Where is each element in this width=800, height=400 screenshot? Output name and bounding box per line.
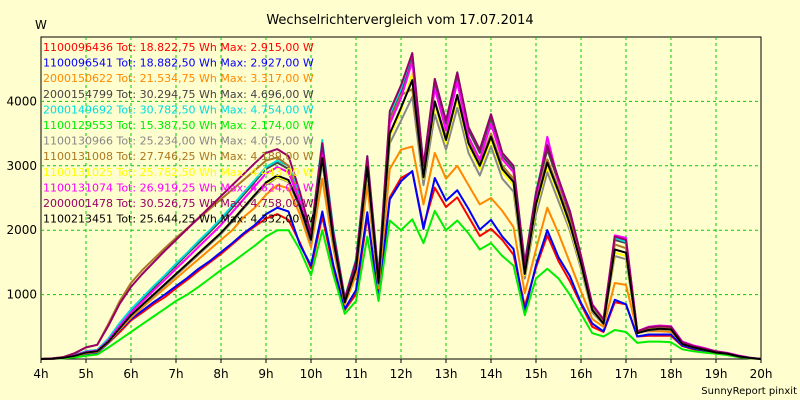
legend-entry-1100130966: 1100130966 Tot: 25.234,00 Wh Max: 4.075,… <box>43 135 314 148</box>
x-tick-label: 12h <box>390 367 413 381</box>
axes: 4h 5h 6h 7h 8h 9h 10h 11h 12h 13h 14h 15h 16h 17h 18h 1… <box>6 94 772 381</box>
x-tick-label: 19h <box>705 367 728 381</box>
series-group <box>40 52 762 360</box>
x-tick-label: 9h <box>258 367 273 381</box>
y-axis-unit: W <box>35 18 47 32</box>
legend: 1100096436 Tot: 18.822,75 Wh Max: 2.915,… <box>43 41 314 226</box>
y-tick-label: 4000 <box>6 94 37 108</box>
x-tick-label: 7h <box>168 367 183 381</box>
legend-entry-2000149692: 2000149692 Tot: 30.782,50 Wh Max: 4.754,… <box>43 103 314 116</box>
series-line-2000001478 <box>40 52 762 360</box>
y-tick-label: 2000 <box>6 223 37 237</box>
series-line-1100129553 <box>40 209 762 360</box>
x-tick-label: 16h <box>570 367 593 381</box>
chart-title: Wechselrichtervergleich vom 17.07.2014 <box>266 13 533 28</box>
series-line-1100213451 <box>40 79 762 360</box>
x-tick-label: 8h <box>213 367 228 381</box>
x-tick-label: 10h <box>300 367 323 381</box>
x-tick-label: 17h <box>615 367 638 381</box>
legend-entry-1100131025: 1100131025 Tot: 25.782,50 Wh Max: 4.443,… <box>43 166 314 179</box>
plot-area: 4h 5h 6h 7h 8h 9h 10h 11h 12h 13h 14h 15h 16h 17h 18h 1… <box>6 36 772 381</box>
y-tick-label: 3000 <box>6 159 37 173</box>
legend-entry-2000001478: 2000001478 Tot: 30.526,75 Wh Max: 4.758,… <box>43 197 314 210</box>
footer-label: SunnyReport pinxit <box>701 386 797 397</box>
legend-entry-1100096436: 1100096436 Tot: 18.822,75 Wh Max: 2.915,… <box>43 41 314 54</box>
series-line-1100096541 <box>40 170 762 360</box>
legend-entry-1100131074: 1100131074 Tot: 26.919,25 Wh Max: 4.624,… <box>43 181 314 194</box>
x-tick-label: 5h <box>78 367 93 381</box>
x-tick-label: 15h <box>525 367 548 381</box>
x-tick-label: 14h <box>480 367 503 381</box>
x-tick-label: 20h <box>750 367 773 381</box>
legend-entry-1100213451: 1100213451 Tot: 25.644,25 Wh Max: 4.332,… <box>43 213 314 226</box>
x-tick-label: 4h <box>33 367 48 381</box>
legend-entry-1100131008: 1100131008 Tot: 27.746,25 Wh Max: 4.189,… <box>43 150 314 163</box>
x-tick-label: 18h <box>660 367 683 381</box>
y-tick-label: 1000 <box>6 288 37 302</box>
legend-entry-2000150622: 2000150622 Tot: 21.534,75 Wh Max: 3.317,… <box>43 72 314 85</box>
legend-entry-1100129553: 1100129553 Tot: 15.387,50 Wh Max: 2.174,… <box>43 119 314 132</box>
x-tick-label: 11h <box>345 367 368 381</box>
legend-entry-1100096541: 1100096541 Tot: 18.882,50 Wh Max: 2.927,… <box>43 57 314 70</box>
x-tick-label: 13h <box>435 367 458 381</box>
x-tick-label: 6h <box>123 367 138 381</box>
legend-entry-2000154799: 2000154799 Tot: 30.294,75 Wh Max: 4.696,… <box>43 88 314 101</box>
